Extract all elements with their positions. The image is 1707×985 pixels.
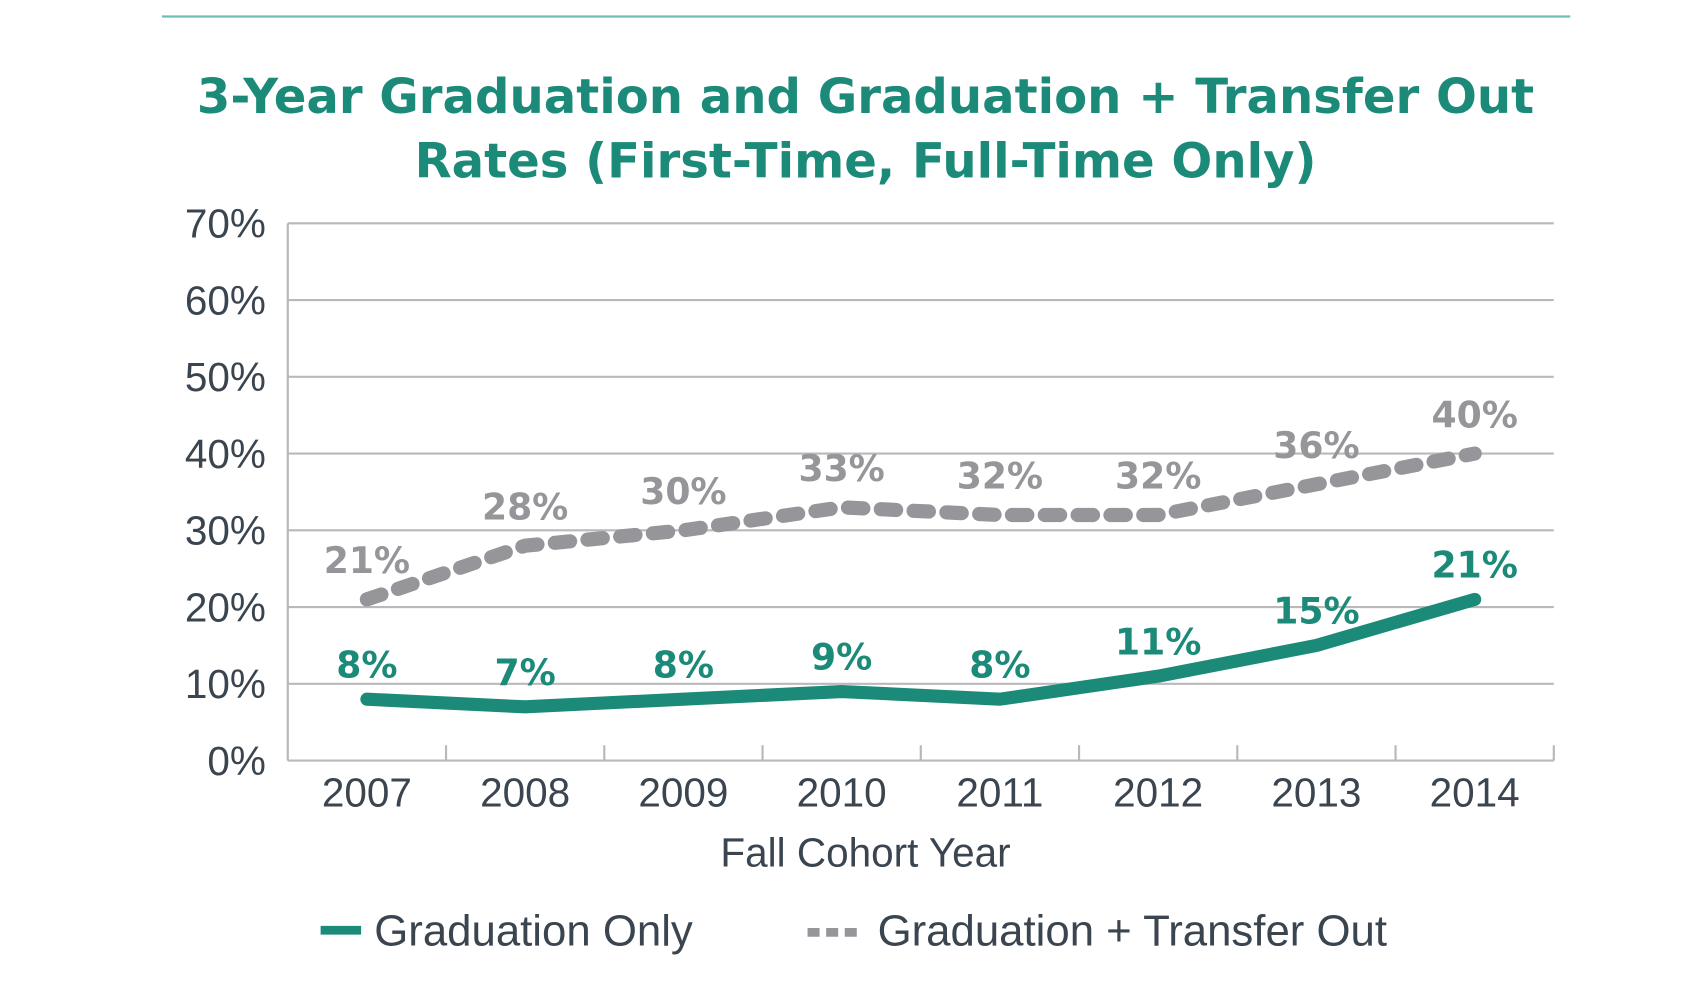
chart-title-line-1: 3-Year Graduation and Graduation + Trans… xyxy=(197,69,1534,125)
data-label: 33% xyxy=(798,447,884,490)
data-label: 21% xyxy=(1431,544,1517,587)
data-label: 32% xyxy=(957,455,1043,498)
y-tick-label: 70% xyxy=(185,201,266,247)
x-axis-label: Fall Cohort Year xyxy=(720,830,1010,876)
legend-label-graduation-only: Graduation Only xyxy=(374,907,693,956)
data-label: 8% xyxy=(969,643,1030,686)
x-tick-label: 2011 xyxy=(956,770,1043,816)
legend: Graduation Only Graduation + Transfer Ou… xyxy=(320,907,1387,956)
chart-title-line-2: Rates (First-Time, Full-Time Only) xyxy=(415,133,1317,189)
data-label: 21% xyxy=(324,539,410,582)
data-label: 36% xyxy=(1273,424,1359,467)
y-tick-label: 40% xyxy=(185,431,266,477)
x-tick-label: 2013 xyxy=(1271,770,1361,816)
series-line-graduation-transfer xyxy=(359,446,1482,607)
x-tick-label: 2007 xyxy=(322,770,412,816)
y-tick-label: 50% xyxy=(185,354,266,400)
x-tick-label: 2008 xyxy=(480,770,570,816)
data-label: 7% xyxy=(495,651,556,694)
y-tick-label: 10% xyxy=(185,661,266,707)
data-label: 28% xyxy=(482,485,568,528)
data-label: 8% xyxy=(336,643,397,686)
x-tick-label: 2012 xyxy=(1113,770,1203,816)
data-label: 9% xyxy=(811,636,872,679)
series-line-graduation-only xyxy=(360,592,1482,714)
data-label: 15% xyxy=(1273,590,1359,633)
y-tick-label: 20% xyxy=(185,584,266,630)
gridlines xyxy=(287,222,1554,685)
x-tick-label: 2010 xyxy=(797,770,887,816)
y-tick-label: 0% xyxy=(207,738,266,784)
x-tick-label: 2014 xyxy=(1430,770,1520,816)
data-label: 8% xyxy=(653,643,714,686)
x-tick-label: 2009 xyxy=(638,770,728,816)
data-label: 32% xyxy=(1115,455,1201,498)
data-label: 11% xyxy=(1115,620,1201,663)
legend-label-graduation-transfer: Graduation + Transfer Out xyxy=(878,907,1387,956)
series: 8% 7% 8% 9% 8% 11% 15% 21% 21% 28% 30% 33% 32% 32% 36%… xyxy=(324,393,1518,714)
y-axis-ticks: 0% 10% 20% 30% 40% 50% 60% 70% xyxy=(185,201,266,784)
data-label: 30% xyxy=(640,470,726,513)
y-tick-label: 30% xyxy=(185,508,266,554)
data-label: 40% xyxy=(1431,393,1517,436)
y-tick-label: 60% xyxy=(185,277,266,323)
x-axis-ticks: 2007 2008 2009 2010 2011 2012 2013 2014 xyxy=(322,745,1555,816)
